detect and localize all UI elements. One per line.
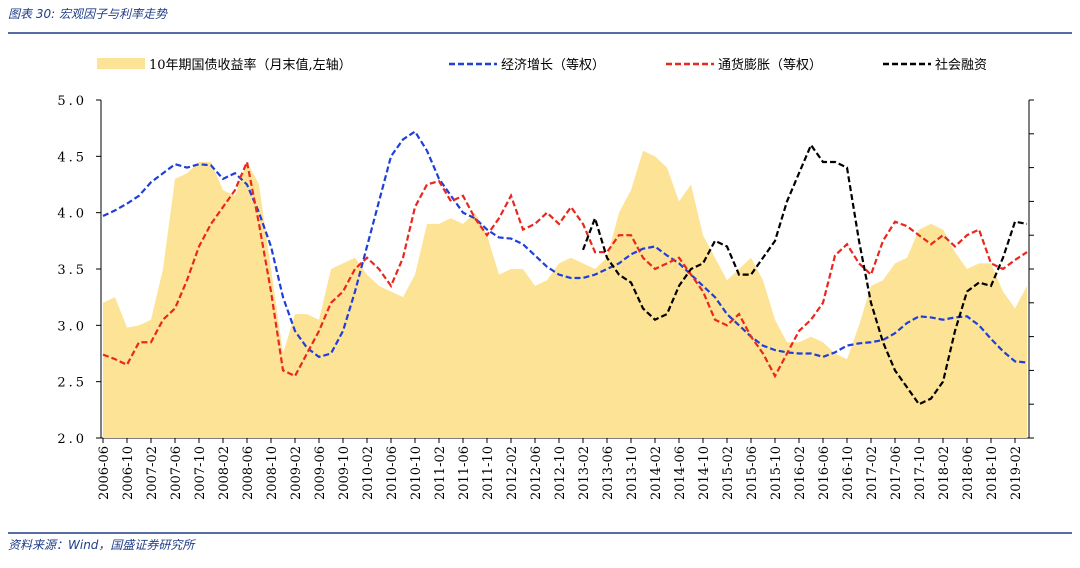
x-tick-label: 2018-02 (937, 446, 952, 500)
y-tick-label: 3.0 (57, 319, 87, 334)
x-tick-label: 2015-02 (721, 446, 736, 500)
x-tick-label: 2013-06 (601, 446, 616, 500)
legend-swatch (97, 58, 145, 69)
line (102, 158, 1028, 379)
x-tick-label: 2015-10 (769, 446, 784, 500)
x-tick-label: 2019-02 (1009, 446, 1024, 500)
y-tick-label: 2.5 (57, 376, 87, 391)
y-tick-label: 3.5 (57, 263, 87, 278)
x-tick-label: 2017-06 (889, 446, 904, 500)
x-tick-label: 2010-02 (361, 446, 376, 500)
x-tick-label: 2012-06 (529, 446, 544, 500)
legend-label: 经济增长（等权） (501, 57, 605, 73)
x-tick-label: 2017-10 (913, 446, 928, 500)
y-tick-label: 5.0 (57, 94, 87, 109)
source: 资料来源：Wind，国盛证券研究所 (8, 538, 196, 552)
x-tick-label: 2016-02 (793, 446, 808, 500)
legend-label: 通货膨胀（等权） (718, 57, 822, 73)
x-tick-label: 2015-06 (745, 446, 760, 500)
x-tick-label: 2014-06 (673, 446, 688, 500)
x-tick-label: 2018-06 (961, 446, 976, 500)
x-tick-label: 2010-06 (385, 446, 400, 500)
area (103, 150, 1027, 438)
x-tick-label: 2013-02 (577, 446, 592, 500)
x-tick-label: 2009-06 (313, 446, 328, 500)
x-tick-label: 2017-02 (865, 446, 880, 500)
legend-label: 社会融资 (935, 57, 987, 73)
y-tick-label: 4.5 (57, 150, 87, 165)
x-tick-label: 2008-02 (217, 446, 232, 500)
x-tick-label: 2006-06 (97, 446, 112, 500)
line (581, 142, 1028, 406)
x-tick-label: 2014-10 (697, 446, 712, 500)
x-tick-label: 2016-10 (841, 446, 856, 500)
x-tick-label: 2012-02 (505, 446, 520, 500)
x-tick-label: 2014-02 (649, 446, 664, 500)
x-tick-label: 2007-02 (145, 446, 160, 500)
y-tick-label: 2.0 (57, 432, 87, 447)
x-tick-label: 2011-10 (481, 446, 496, 500)
x-tick-label: 2007-06 (169, 446, 184, 500)
x-tick-label: 2012-10 (553, 446, 568, 500)
x-tick-label: 2008-10 (265, 446, 280, 500)
page-title: 图表 30: 宏观因子与利率走势 (8, 7, 168, 21)
x-tick-label: 2016-06 (817, 446, 832, 500)
y-tick-label: 4.0 (57, 207, 87, 222)
x-tick-label: 2018-10 (985, 446, 1000, 500)
x-tick-label: 2007-10 (193, 446, 208, 500)
legend-label: 10年期国债收益率（月末值,左轴） (149, 57, 352, 73)
x-tick-label: 2011-02 (433, 446, 448, 500)
x-tick-label: 2013-10 (625, 446, 640, 500)
x-tick-label: 2010-10 (409, 446, 424, 500)
x-tick-label: 2009-02 (289, 446, 304, 500)
x-tick-label: 2009-10 (337, 446, 352, 500)
x-tick-label: 2006-10 (121, 446, 136, 500)
x-tick-label: 2011-06 (457, 446, 472, 500)
x-tick-label: 2008-06 (241, 446, 256, 500)
